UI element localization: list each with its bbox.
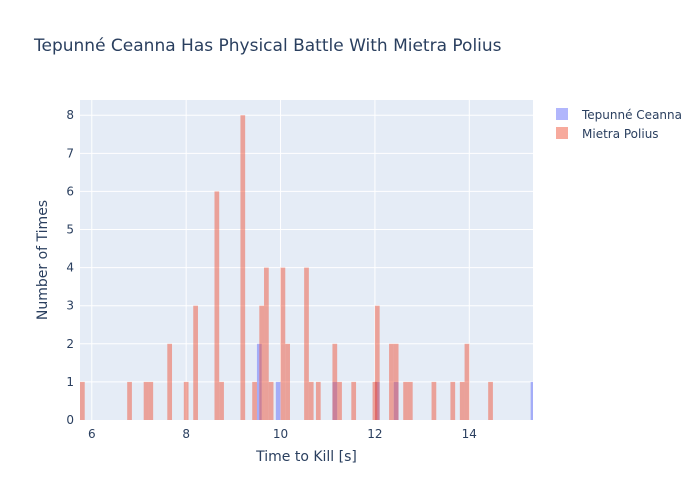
y-axis-ticks: 0 1 2 3 4 5 6 7 8 [66, 108, 74, 427]
histogram-bar-mietra-polius[interactable] [488, 381, 493, 420]
y-tick-label: 4 [66, 261, 74, 275]
histogram-bar-mietra-polius[interactable] [167, 343, 173, 420]
histogram-bar-mietra-polius[interactable] [450, 381, 456, 420]
legend-label-mietra-polius: Mietra Polius [582, 127, 659, 141]
y-tick-label: 2 [66, 337, 74, 351]
legend: Tepunné Ceanna Mietra Polius [556, 108, 682, 141]
histogram-bar-mietra-polius[interactable] [304, 267, 309, 420]
y-tick-label: 8 [66, 108, 74, 122]
legend-item-tepunne-ceanna[interactable]: Tepunné Ceanna [556, 108, 682, 122]
y-tick-label: 0 [66, 413, 74, 427]
histogram-bar-mietra-polius[interactable] [214, 191, 220, 420]
y-tick-label: 5 [66, 223, 74, 237]
histogram-bar-mietra-polius[interactable] [252, 381, 257, 420]
histogram-bar-mietra-polius[interactable] [259, 305, 265, 420]
histogram-bar-mietra-polius[interactable] [193, 305, 198, 420]
legend-swatch-tepunne-ceanna [556, 108, 568, 120]
histogram-bar-mietra-polius[interactable] [403, 381, 408, 420]
y-tick-label: 3 [66, 299, 74, 313]
x-axis-title: Time to Kill [s] [255, 449, 357, 465]
y-axis-title: Number of Times [35, 200, 51, 320]
histogram-bar-mietra-polius[interactable] [143, 381, 149, 420]
histogram-bar-mietra-polius[interactable] [431, 381, 437, 420]
histogram-bar-tepunne-ceanna[interactable] [530, 381, 533, 420]
histogram-bar-mietra-polius[interactable] [393, 343, 399, 420]
y-tick-label: 7 [66, 146, 74, 160]
histogram-bar-mietra-polius[interactable] [280, 267, 286, 420]
y-tick-label: 1 [66, 375, 74, 389]
histogram-bar-mietra-polius[interactable] [127, 381, 132, 420]
histogram-bar-mietra-polius[interactable] [315, 381, 321, 420]
legend-label-tepunne-ceanna: Tepunné Ceanna [581, 108, 682, 122]
x-tick-label: 8 [182, 427, 190, 441]
legend-item-mietra-polius[interactable]: Mietra Polius [556, 127, 659, 141]
x-tick-label: 12 [367, 427, 382, 441]
legend-swatch-mietra-polius [556, 127, 568, 139]
histogram-bar-mietra-polius[interactable] [308, 381, 314, 420]
y-tick-label: 6 [66, 184, 74, 198]
histogram-bar-mietra-polius[interactable] [183, 381, 189, 420]
histogram-bar-mietra-polius[interactable] [389, 343, 394, 420]
histogram-bar-mietra-polius[interactable] [268, 381, 274, 420]
x-axis-ticks: 6 8 10 12 14 [88, 427, 477, 441]
chart-title: Tepunné Ceanna Has Physical Battle With … [33, 36, 502, 56]
histogram-bar-mietra-polius[interactable] [459, 381, 465, 420]
histogram-bar-mietra-polius[interactable] [464, 343, 470, 420]
histogram-bar-tepunne-ceanna[interactable] [275, 381, 281, 420]
x-tick-label: 14 [462, 427, 477, 441]
histogram-bar-mietra-polius[interactable] [351, 381, 357, 420]
histogram-bar-mietra-polius[interactable] [407, 381, 413, 420]
histogram-bar-mietra-polius[interactable] [219, 381, 224, 420]
histogram-bar-mietra-polius[interactable] [80, 381, 85, 420]
histogram-bar-mietra-polius[interactable] [374, 305, 380, 420]
histogram-bar-mietra-polius[interactable] [264, 267, 269, 420]
x-tick-label: 10 [273, 427, 288, 441]
histogram-bar-mietra-polius[interactable] [332, 343, 338, 420]
histogram-bar-mietra-polius[interactable] [240, 115, 246, 420]
histogram-bar-mietra-polius[interactable] [285, 343, 290, 420]
histogram-bar-mietra-polius[interactable] [337, 381, 342, 420]
histogram-bar-mietra-polius[interactable] [148, 381, 154, 420]
bars-layer [80, 115, 533, 420]
x-tick-label: 6 [88, 427, 96, 441]
